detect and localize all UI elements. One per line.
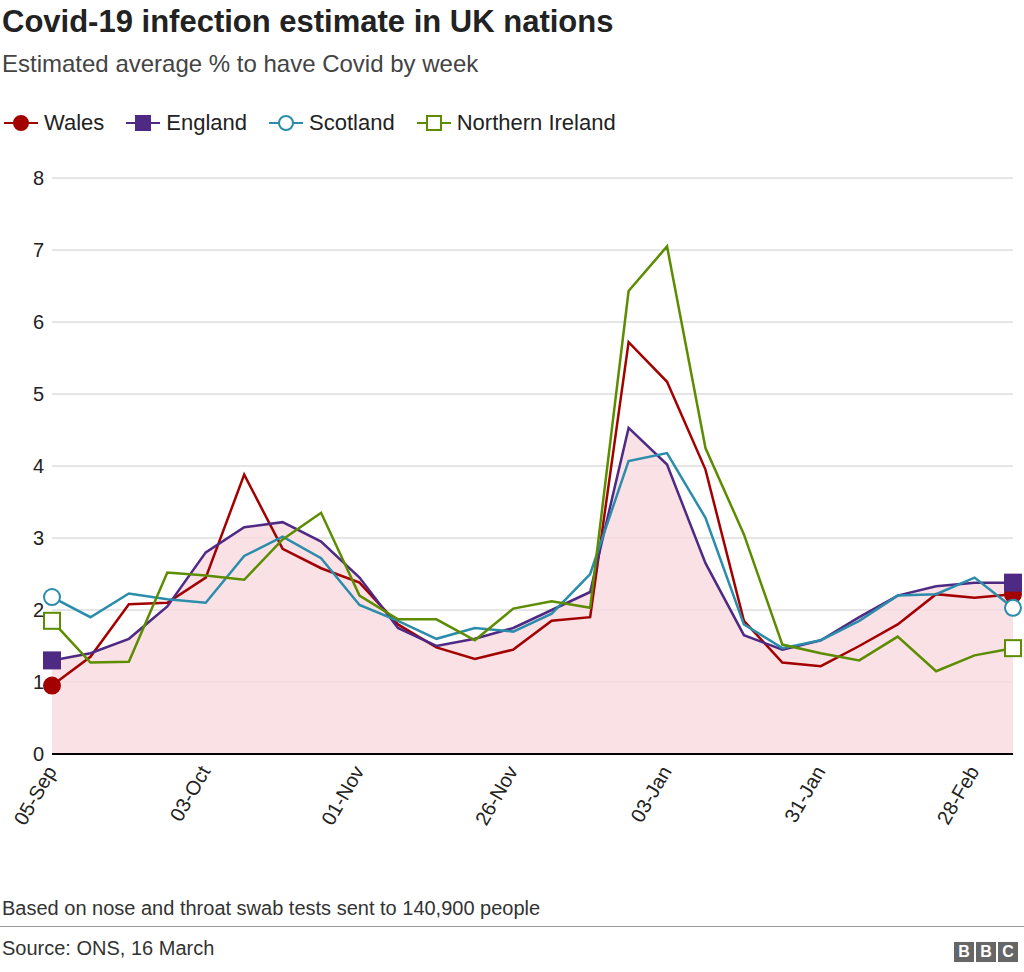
html-text:Northern Ireland: Northern Ireland [456, 110, 616, 135]
html-text:England: England [166, 110, 248, 135]
html-text:Source: ONS, 16 March: Source: ONS, 16 March [2, 937, 215, 959]
svg-text:01-Nov: 01-Nov [317, 762, 368, 829]
svg-text:28-Feb: 28-Feb [932, 762, 983, 828]
html-text:Wales: Wales [44, 110, 105, 135]
html-text:Based on nose and throat swab: Based on nose and throat swab tests sent… [2, 897, 541, 919]
svg-text:8: 8 [33, 167, 44, 189]
svg-text:6: 6 [33, 311, 44, 333]
svg-text:4: 4 [33, 455, 44, 477]
html-text:Estimated average % to have Co: Estimated average % to have Covid by wee… [2, 50, 479, 77]
html-text:C: C [1002, 943, 1014, 960]
svg-text:3: 3 [33, 527, 44, 549]
svg-text:26-Nov: 26-Nov [471, 762, 522, 829]
html-text:Scotland: Scotland [309, 110, 395, 135]
svg-text:1: 1 [33, 671, 44, 693]
html-text:Covid-19 infection estimate in: Covid-19 infection estimate in UK nation… [2, 4, 614, 39]
svg-text:03-Jan: 03-Jan [626, 762, 676, 826]
svg-text:2: 2 [33, 599, 44, 621]
html-text:B: B [980, 943, 992, 960]
svg-text:7: 7 [33, 239, 44, 261]
svg-text:05-Sep: 05-Sep [9, 762, 60, 829]
svg-text:5: 5 [33, 383, 44, 405]
svg-text:0: 0 [33, 743, 44, 765]
html-text:B: B [958, 943, 970, 960]
svg-text:31-Jan: 31-Jan [780, 762, 830, 826]
svg-text:03-Oct: 03-Oct [165, 762, 214, 825]
